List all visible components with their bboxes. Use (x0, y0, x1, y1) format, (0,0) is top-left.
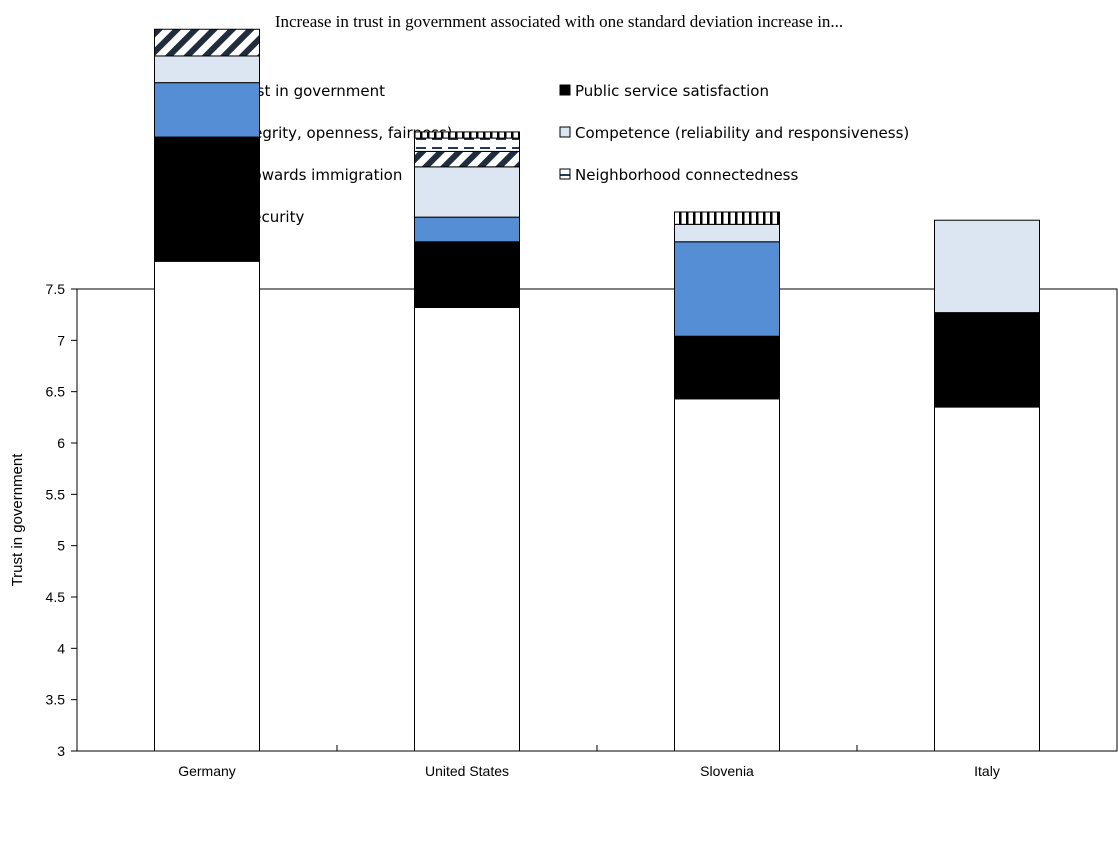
bar-stack (674, 211, 780, 752)
y-tick-label: 7 (57, 332, 65, 348)
legend-item: Neighborhood connectedness (559, 166, 798, 184)
bar-stack (414, 131, 520, 752)
bar-segment (154, 136, 260, 262)
x-tick-label: United States (425, 763, 509, 779)
y-tick-label: 5.5 (46, 486, 66, 502)
x-tick-label: Italy (974, 763, 1000, 779)
y-axis: 3 3.5 4 4.5 5 5.5 6 6.5 7 7.5 (46, 281, 77, 759)
y-tick-label: 5 (57, 538, 65, 554)
bar-segment (414, 216, 520, 243)
bar-stack (154, 28, 260, 752)
bar-segment (154, 55, 260, 84)
y-tick-label: 4 (57, 640, 65, 656)
y-tick-label: 6.5 (46, 384, 66, 400)
bar-segment (414, 306, 520, 752)
y-axis-title: Trust in government (9, 453, 26, 587)
legend-label: Competence (reliability and responsivene… (575, 124, 909, 142)
bar-segment (674, 398, 780, 752)
legend-label: Public service satisfaction (575, 82, 769, 100)
legend: Current trust in government Public servic… (158, 82, 909, 226)
bar-segment (934, 406, 1040, 752)
bar-segment (934, 312, 1040, 408)
legend-swatch (559, 126, 571, 138)
x-tick-label: Germany (178, 763, 236, 779)
legend-label: Neighborhood connectedness (575, 166, 798, 184)
bar-stack (934, 219, 1040, 752)
bar-segment (674, 335, 780, 400)
bar-segment (414, 131, 520, 139)
y-tick-label: 3.5 (46, 692, 66, 708)
bar-segment (154, 260, 260, 752)
bars (154, 28, 1040, 752)
bar-segment (154, 82, 260, 138)
x-tick-label: Slovenia (700, 763, 754, 779)
plot-area: 3 3.5 4 4.5 5 5.5 6 6.5 7 7.5 Germany United State… (46, 28, 1118, 779)
legend-item: Public service satisfaction (559, 82, 769, 100)
bar-segment (154, 28, 260, 57)
legend-swatch (559, 168, 571, 180)
bar-segment (414, 137, 520, 152)
bar-segment (414, 166, 520, 218)
bar-segment (934, 219, 1040, 314)
y-tick-label: 3 (57, 743, 65, 759)
bar-segment (674, 211, 780, 225)
chart-title: Increase in trust in government associat… (274, 12, 844, 31)
bar-segment (674, 241, 780, 337)
x-axis: Germany United States Slovenia Italy (178, 745, 1000, 779)
legend-item: Competence (reliability and responsivene… (559, 124, 909, 142)
bar-segment (414, 150, 520, 168)
y-tick-label: 6 (57, 435, 65, 451)
y-tick-label: 7.5 (46, 281, 66, 297)
legend-swatch (559, 84, 571, 96)
bar-segment (674, 223, 780, 243)
bar-segment (414, 241, 520, 308)
y-tick-label: 4.5 (46, 589, 66, 605)
